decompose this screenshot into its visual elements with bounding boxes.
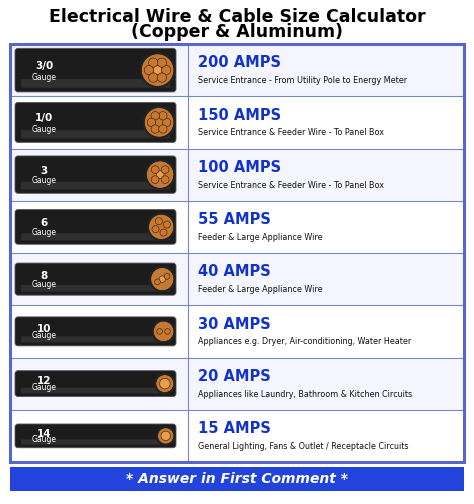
- Bar: [11, 253, 463, 305]
- Circle shape: [159, 111, 167, 120]
- Circle shape: [149, 58, 158, 67]
- Circle shape: [153, 66, 162, 75]
- FancyBboxPatch shape: [21, 130, 170, 138]
- Text: Gauge: Gauge: [31, 383, 56, 392]
- Circle shape: [157, 329, 163, 334]
- Bar: [11, 96, 463, 149]
- Bar: [11, 305, 463, 357]
- Circle shape: [164, 274, 170, 279]
- Text: Appliances like Laundry, Bathroom & Kitchen Circuits: Appliances like Laundry, Bathroom & Kitc…: [198, 390, 412, 399]
- Circle shape: [155, 218, 163, 225]
- Text: 30 AMPS: 30 AMPS: [198, 317, 271, 332]
- Text: Service Entrance & Feeder Wire - To Panel Box: Service Entrance & Feeder Wire - To Pane…: [198, 129, 384, 137]
- Text: 15 AMPS: 15 AMPS: [198, 421, 271, 436]
- FancyBboxPatch shape: [15, 156, 176, 194]
- Text: 12: 12: [37, 376, 51, 386]
- Circle shape: [162, 66, 171, 75]
- Circle shape: [157, 73, 166, 82]
- Circle shape: [157, 375, 173, 392]
- Text: Gauge: Gauge: [31, 73, 56, 82]
- Bar: [11, 357, 463, 410]
- FancyBboxPatch shape: [15, 210, 176, 244]
- FancyBboxPatch shape: [21, 439, 170, 445]
- Text: Service Entrance & Feeder Wire - To Panel Box: Service Entrance & Feeder Wire - To Pane…: [198, 180, 384, 190]
- Circle shape: [154, 322, 173, 341]
- Circle shape: [163, 118, 171, 127]
- FancyBboxPatch shape: [15, 371, 176, 397]
- Circle shape: [159, 276, 165, 282]
- Circle shape: [151, 166, 159, 173]
- Circle shape: [151, 176, 159, 183]
- Bar: [10, 467, 464, 491]
- FancyBboxPatch shape: [15, 263, 176, 295]
- Text: Appliances e.g. Dryer, Air-conditioning, Water Heater: Appliances e.g. Dryer, Air-conditioning,…: [198, 337, 411, 346]
- Text: Feeder & Large Appliance Wire: Feeder & Large Appliance Wire: [198, 285, 323, 294]
- Text: 14: 14: [36, 429, 51, 439]
- Text: 3: 3: [40, 166, 47, 176]
- Circle shape: [155, 279, 160, 285]
- Text: * Answer in First Comment *: * Answer in First Comment *: [126, 472, 348, 486]
- Text: 200 AMPS: 200 AMPS: [198, 55, 281, 71]
- Circle shape: [159, 125, 167, 133]
- Circle shape: [151, 125, 159, 133]
- FancyBboxPatch shape: [15, 48, 176, 92]
- Text: 20 AMPS: 20 AMPS: [198, 369, 271, 384]
- FancyBboxPatch shape: [21, 388, 170, 393]
- Circle shape: [152, 226, 159, 233]
- FancyBboxPatch shape: [21, 233, 170, 240]
- Text: 40 AMPS: 40 AMPS: [198, 264, 271, 279]
- Circle shape: [156, 171, 164, 178]
- Circle shape: [157, 58, 166, 67]
- Circle shape: [147, 118, 155, 127]
- Text: 10: 10: [37, 324, 51, 334]
- Circle shape: [142, 55, 173, 86]
- Bar: [11, 149, 463, 201]
- Circle shape: [147, 162, 173, 187]
- FancyBboxPatch shape: [15, 317, 176, 346]
- Text: General Lighting, Fans & Outlet / Receptacle Circuits: General Lighting, Fans & Outlet / Recept…: [198, 442, 409, 451]
- Text: 3/0: 3/0: [35, 60, 53, 71]
- Bar: [10, 44, 464, 462]
- Circle shape: [160, 229, 167, 236]
- Circle shape: [149, 73, 158, 82]
- Circle shape: [164, 221, 171, 228]
- Text: 6: 6: [40, 218, 47, 228]
- Text: 8: 8: [40, 271, 47, 281]
- Text: 1/0: 1/0: [35, 113, 53, 123]
- FancyBboxPatch shape: [21, 182, 170, 190]
- Circle shape: [152, 269, 173, 290]
- Circle shape: [161, 431, 171, 440]
- Text: 55 AMPS: 55 AMPS: [198, 212, 271, 227]
- Text: Service Entrance - From Utility Pole to Energy Meter: Service Entrance - From Utility Pole to …: [198, 76, 407, 85]
- Circle shape: [158, 428, 173, 443]
- Circle shape: [145, 108, 173, 136]
- Text: Gauge: Gauge: [31, 124, 56, 134]
- Circle shape: [164, 329, 170, 334]
- Bar: [11, 44, 463, 96]
- Text: Gauge: Gauge: [31, 435, 56, 444]
- Text: (Copper & Aluminum): (Copper & Aluminum): [131, 23, 343, 41]
- Circle shape: [161, 176, 169, 183]
- Circle shape: [160, 379, 170, 389]
- Circle shape: [144, 66, 154, 75]
- FancyBboxPatch shape: [21, 285, 170, 292]
- Circle shape: [161, 166, 169, 173]
- Circle shape: [149, 215, 173, 239]
- Bar: [11, 410, 463, 462]
- Text: 150 AMPS: 150 AMPS: [198, 107, 281, 122]
- Text: Gauge: Gauge: [31, 280, 56, 289]
- FancyBboxPatch shape: [21, 79, 170, 88]
- Bar: [11, 201, 463, 253]
- FancyBboxPatch shape: [15, 424, 176, 448]
- Text: Electrical Wire & Cable Size Calculator: Electrical Wire & Cable Size Calculator: [49, 8, 425, 26]
- Text: Gauge: Gauge: [31, 228, 56, 237]
- Circle shape: [151, 111, 159, 120]
- FancyBboxPatch shape: [15, 102, 176, 142]
- Text: Gauge: Gauge: [31, 176, 56, 185]
- Text: Feeder & Large Appliance Wire: Feeder & Large Appliance Wire: [198, 233, 323, 242]
- FancyBboxPatch shape: [21, 336, 170, 343]
- Text: Gauge: Gauge: [31, 332, 56, 341]
- Text: 100 AMPS: 100 AMPS: [198, 160, 281, 175]
